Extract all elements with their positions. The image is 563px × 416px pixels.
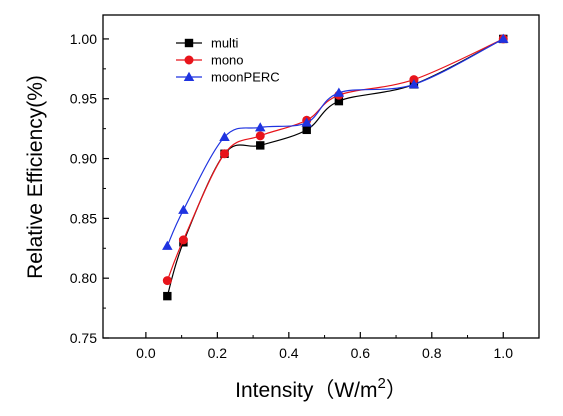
plot-frame bbox=[102, 14, 540, 339]
legend: multi mono moonPERC bbox=[176, 36, 280, 85]
data-point bbox=[301, 117, 312, 127]
x-axis-title-close: ） bbox=[386, 379, 407, 402]
data-point bbox=[302, 125, 311, 135]
x-axis-title-superscript: 2 bbox=[378, 375, 386, 392]
data-point bbox=[255, 131, 265, 141]
data-point bbox=[220, 149, 230, 159]
x-axis-title: Intensity（W/m2） bbox=[235, 375, 407, 402]
x-axis-title-main: Intensity（W/m bbox=[235, 379, 377, 402]
y-tick-label: 0.75 bbox=[70, 330, 97, 346]
x-tick-label: 0.2 bbox=[208, 345, 228, 361]
legend-label: moonPERC bbox=[211, 70, 280, 85]
y-tick-label: 0.95 bbox=[70, 91, 97, 107]
legend-marker bbox=[183, 71, 195, 81]
x-axis: 0.0 0.2 0.4 0.6 0.8 1.0 bbox=[136, 332, 513, 361]
data-point bbox=[178, 204, 189, 214]
data-point bbox=[178, 235, 188, 245]
data-point bbox=[256, 141, 265, 150]
data-point bbox=[254, 122, 266, 132]
legend-label: multi bbox=[211, 36, 239, 51]
legend-item: mono bbox=[176, 53, 244, 68]
y-tick-label: 0.85 bbox=[70, 210, 97, 226]
series-layer bbox=[162, 33, 509, 301]
x-tick-label: 0.8 bbox=[422, 345, 442, 361]
data-point bbox=[334, 96, 344, 106]
y-tick-label: 1.00 bbox=[70, 31, 97, 47]
legend-item: moonPERC bbox=[176, 70, 280, 85]
legend-label: mono bbox=[211, 53, 244, 68]
x-tick-label: 1.0 bbox=[494, 345, 514, 361]
legend-item: multi bbox=[176, 36, 239, 51]
x-tick-label: 0.4 bbox=[279, 345, 299, 361]
y-axis-title: Relative Efficiency(%) bbox=[24, 75, 47, 279]
y-tick-label: 0.80 bbox=[70, 270, 97, 286]
x-tick-label: 0.0 bbox=[136, 345, 156, 361]
series-moonPERC bbox=[162, 33, 509, 250]
data-point bbox=[162, 276, 172, 286]
y-axis: 0.75 0.80 0.85 0.90 0.95 1.00 bbox=[70, 31, 109, 346]
y-tick-label: 0.90 bbox=[70, 151, 97, 167]
data-point bbox=[162, 240, 173, 250]
data-point bbox=[219, 131, 230, 141]
x-tick-label: 0.6 bbox=[351, 345, 371, 361]
legend-marker bbox=[184, 55, 194, 65]
legend-marker bbox=[184, 38, 194, 48]
data-point bbox=[163, 291, 172, 301]
data-point bbox=[408, 79, 420, 89]
data-point bbox=[333, 87, 345, 97]
data-point bbox=[498, 33, 509, 43]
